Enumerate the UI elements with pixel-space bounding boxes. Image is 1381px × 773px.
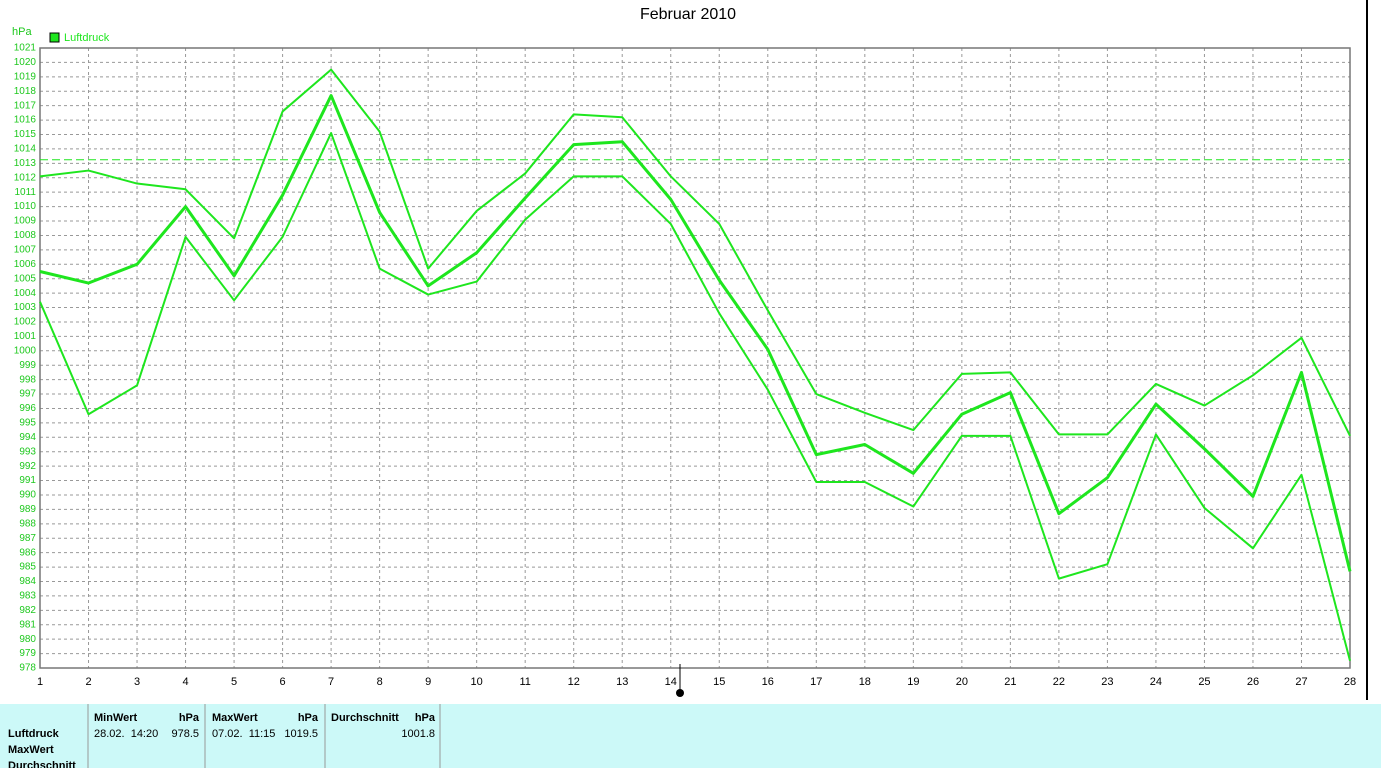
y-tick-label: 1010: [14, 201, 37, 212]
y-tick-label: 1019: [14, 71, 37, 82]
y-tick-label: 978: [19, 663, 36, 674]
y-tick-label: 985: [19, 562, 36, 573]
x-tick-label: 16: [762, 676, 774, 688]
x-tick-label: 14: [665, 676, 677, 688]
x-tick-label: 21: [1004, 676, 1016, 688]
x-tick-label: 13: [616, 676, 628, 688]
x-tick-label: 11: [519, 676, 530, 688]
x-tick-label: 23: [1101, 676, 1113, 688]
y-tick-label: 1006: [14, 259, 37, 270]
y-tick-label: 982: [19, 605, 36, 616]
y-axis-label: hPa: [12, 26, 32, 38]
y-tick-label: 1020: [14, 57, 37, 68]
y-tick-label: 987: [19, 533, 36, 544]
y-tick-label: 986: [19, 547, 36, 558]
y-tick-label: 983: [19, 591, 36, 602]
y-tick-label: 1007: [14, 245, 37, 256]
x-tick-label: 24: [1150, 676, 1162, 688]
x-tick-label: 9: [425, 676, 431, 688]
row-label: Durchschnitt: [8, 760, 76, 768]
x-tick-label: 27: [1295, 676, 1307, 688]
y-tick-label: 996: [19, 403, 36, 414]
x-tick-label: 3: [134, 676, 140, 688]
column-title: MinWert: [94, 712, 138, 724]
x-tick-label: 2: [85, 676, 91, 688]
y-tick-label: 995: [19, 418, 36, 429]
plot-frame: [39, 47, 1351, 669]
y-tick-label: 991: [19, 475, 36, 486]
y-tick-label: 981: [19, 619, 36, 630]
x-tick-label: 4: [182, 676, 188, 688]
x-tick-label: 15: [713, 676, 725, 688]
y-tick-label: 1014: [14, 144, 37, 155]
column-unit: hPa: [415, 712, 436, 724]
y-tick-label: 1005: [14, 273, 37, 284]
column-unit: hPa: [179, 712, 200, 724]
x-tick-label: 6: [280, 676, 286, 688]
cursor-dot: [676, 689, 684, 697]
legend-swatch: [49, 32, 60, 43]
upper-line: [39, 68, 1351, 437]
x-tick-label: 5: [231, 676, 237, 688]
column-title: MaxWert: [212, 712, 258, 724]
mean-line: [39, 94, 1352, 572]
x-tick-label: 7: [328, 676, 334, 688]
y-tick-label: 980: [19, 634, 36, 645]
column-value: 1001.8: [401, 728, 435, 740]
y-tick-label: 1015: [14, 129, 37, 140]
y-tick-label: 1009: [14, 216, 37, 227]
legend-label: Luftdruck: [64, 32, 110, 44]
y-tick-label: 994: [19, 432, 36, 443]
y-tick-label: 998: [19, 374, 36, 385]
column-value: 1019.5: [284, 728, 318, 740]
column-date: 28.02. 14:20: [94, 728, 158, 740]
y-tick-label: 979: [19, 648, 36, 659]
y-tick-label: 1002: [14, 317, 37, 328]
column-unit: hPa: [298, 712, 319, 724]
y-tick-label: 1021: [14, 43, 37, 54]
y-tick-label: 988: [19, 518, 36, 529]
y-tick-label: 984: [19, 576, 36, 587]
x-tick-label: 8: [377, 676, 383, 688]
column-date: 07.02. 11:15: [212, 728, 275, 740]
column-value: 978.5: [171, 728, 199, 740]
column-title: Durchschnitt: [331, 712, 399, 724]
x-tick-label: 22: [1053, 676, 1065, 688]
chart-title: Februar 2010: [640, 6, 736, 23]
y-tick-label: 989: [19, 504, 36, 515]
y-tick-label: 1016: [14, 115, 37, 126]
x-tick-label: 25: [1198, 676, 1210, 688]
y-tick-label: 1017: [14, 100, 37, 111]
y-tick-label: 1001: [14, 331, 37, 342]
y-tick-label: 990: [19, 490, 36, 501]
y-tick-label: 1008: [14, 230, 37, 241]
y-tick-label: 1011: [14, 187, 36, 198]
y-tick-label: 1004: [14, 288, 37, 299]
row-label: MaxWert: [8, 744, 54, 756]
x-tick-label: 17: [810, 676, 822, 688]
y-tick-label: 997: [19, 389, 36, 400]
x-tick-label: 26: [1247, 676, 1259, 688]
x-tick-label: 12: [568, 676, 580, 688]
y-tick-label: 1018: [14, 86, 37, 97]
stats-panel: [0, 704, 1381, 768]
x-tick-label: 1: [37, 676, 43, 688]
x-tick-label: 28: [1344, 676, 1356, 688]
y-tick-label: 1013: [14, 158, 37, 169]
y-tick-label: 1012: [14, 172, 37, 183]
x-tick-label: 19: [907, 676, 919, 688]
x-tick-label: 10: [471, 676, 483, 688]
y-tick-label: 992: [19, 461, 36, 472]
y-tick-label: 993: [19, 446, 36, 457]
lower-line: [39, 132, 1351, 662]
row-label: Luftdruck: [8, 728, 60, 740]
y-tick-label: 1003: [14, 302, 37, 313]
y-tick-label: 999: [19, 360, 36, 371]
x-tick-label: 20: [956, 676, 968, 688]
y-tick-label: 1000: [14, 345, 37, 356]
x-tick-label: 18: [859, 676, 871, 688]
